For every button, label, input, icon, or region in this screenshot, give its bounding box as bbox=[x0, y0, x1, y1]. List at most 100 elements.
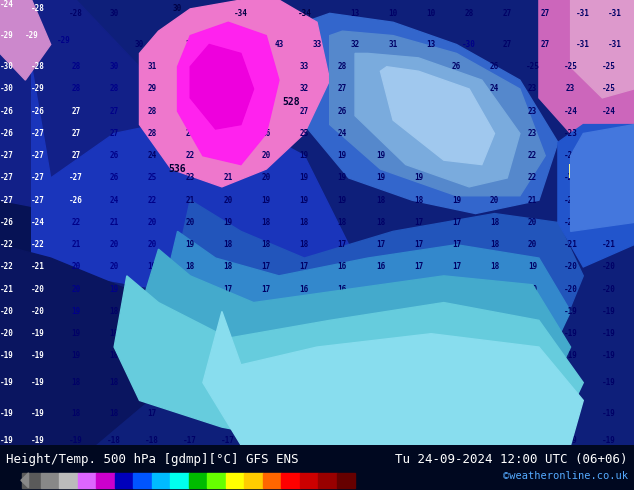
Text: 18: 18 bbox=[72, 378, 81, 387]
Text: 18: 18 bbox=[224, 263, 233, 271]
Polygon shape bbox=[114, 276, 583, 445]
Text: 20: 20 bbox=[110, 240, 119, 249]
Text: 16: 16 bbox=[300, 351, 309, 361]
Text: 20: 20 bbox=[148, 218, 157, 227]
Text: -19: -19 bbox=[31, 329, 45, 338]
Text: 27: 27 bbox=[376, 62, 385, 71]
Text: 22: 22 bbox=[452, 129, 461, 138]
Bar bbox=[244, 473, 262, 488]
Text: ©weatheronline.co.uk: ©weatheronline.co.uk bbox=[503, 471, 628, 481]
Text: 23: 23 bbox=[566, 84, 575, 94]
Text: -19: -19 bbox=[564, 329, 578, 338]
Text: 17: 17 bbox=[300, 263, 309, 271]
Text: 33: 33 bbox=[262, 62, 271, 71]
Text: 15: 15 bbox=[376, 329, 385, 338]
Bar bbox=[77, 473, 96, 488]
Text: 20: 20 bbox=[72, 263, 81, 271]
Text: 18: 18 bbox=[148, 307, 157, 316]
Text: 19: 19 bbox=[338, 173, 347, 182]
Text: -19: -19 bbox=[602, 378, 616, 387]
Polygon shape bbox=[380, 67, 495, 165]
Text: -28: -28 bbox=[31, 4, 45, 13]
Text: 20: 20 bbox=[148, 240, 157, 249]
Text: 21: 21 bbox=[186, 196, 195, 205]
Bar bbox=[318, 473, 337, 488]
Bar bbox=[207, 473, 226, 488]
Text: 16: 16 bbox=[376, 263, 385, 271]
Text: 30: 30 bbox=[135, 40, 144, 49]
Text: 26: 26 bbox=[490, 62, 499, 71]
Text: -19: -19 bbox=[564, 378, 578, 387]
Text: 17: 17 bbox=[148, 329, 157, 338]
Text: 26: 26 bbox=[110, 173, 119, 182]
Text: 17: 17 bbox=[224, 285, 233, 294]
Text: 16: 16 bbox=[414, 351, 423, 361]
Text: -18: -18 bbox=[488, 436, 501, 445]
Text: -27: -27 bbox=[31, 196, 45, 205]
Text: 30: 30 bbox=[186, 84, 195, 94]
Text: -22: -22 bbox=[31, 240, 45, 249]
Bar bbox=[189, 473, 207, 488]
Text: 21: 21 bbox=[528, 196, 537, 205]
Text: 16: 16 bbox=[224, 409, 233, 418]
Text: 17: 17 bbox=[414, 263, 423, 271]
Bar bbox=[226, 473, 244, 488]
Text: 15: 15 bbox=[376, 307, 385, 316]
Text: -19: -19 bbox=[602, 436, 616, 445]
Polygon shape bbox=[0, 0, 178, 222]
Text: 10: 10 bbox=[389, 9, 398, 18]
Text: 536: 536 bbox=[169, 164, 186, 174]
Text: 24: 24 bbox=[110, 196, 119, 205]
Text: 19: 19 bbox=[72, 351, 81, 361]
Text: 17: 17 bbox=[452, 378, 461, 387]
Bar bbox=[170, 473, 189, 488]
Text: 17: 17 bbox=[414, 240, 423, 249]
Text: 10: 10 bbox=[427, 9, 436, 18]
Text: 22: 22 bbox=[490, 151, 499, 160]
Text: -20: -20 bbox=[31, 307, 45, 316]
Text: -19: -19 bbox=[0, 409, 13, 418]
Text: 31: 31 bbox=[148, 62, 157, 71]
Text: 19: 19 bbox=[528, 329, 537, 338]
Text: 32: 32 bbox=[236, 40, 245, 49]
Text: 16: 16 bbox=[414, 307, 423, 316]
Text: -19: -19 bbox=[69, 436, 83, 445]
Text: -20: -20 bbox=[564, 285, 578, 294]
Text: 18: 18 bbox=[300, 240, 309, 249]
Text: 18: 18 bbox=[490, 351, 499, 361]
Text: -19: -19 bbox=[564, 351, 578, 361]
Text: 21: 21 bbox=[224, 151, 233, 160]
Text: 31: 31 bbox=[389, 40, 398, 49]
Text: 22: 22 bbox=[72, 218, 81, 227]
Polygon shape bbox=[0, 245, 158, 445]
Text: 27: 27 bbox=[110, 129, 119, 138]
Text: -24: -24 bbox=[564, 107, 578, 116]
Text: 19: 19 bbox=[300, 196, 309, 205]
Text: 18: 18 bbox=[376, 196, 385, 205]
Text: 22: 22 bbox=[528, 173, 537, 182]
Text: 16: 16 bbox=[300, 378, 309, 387]
Text: 28: 28 bbox=[148, 107, 157, 116]
Text: -31: -31 bbox=[576, 40, 590, 49]
Polygon shape bbox=[0, 0, 76, 445]
Bar bbox=[41, 473, 59, 488]
Text: -26: -26 bbox=[0, 218, 13, 227]
Text: 16: 16 bbox=[224, 307, 233, 316]
Text: 24: 24 bbox=[148, 151, 157, 160]
Text: 19: 19 bbox=[224, 218, 233, 227]
Text: 13: 13 bbox=[351, 9, 359, 18]
Text: 16: 16 bbox=[414, 409, 423, 418]
Text: 15: 15 bbox=[338, 329, 347, 338]
Text: 26: 26 bbox=[414, 84, 423, 94]
Text: -17: -17 bbox=[411, 436, 425, 445]
Text: 18: 18 bbox=[376, 218, 385, 227]
Text: -22: -22 bbox=[564, 173, 578, 182]
Text: 21: 21 bbox=[72, 240, 81, 249]
Text: 21: 21 bbox=[110, 218, 119, 227]
Text: 20: 20 bbox=[490, 196, 499, 205]
Text: 19: 19 bbox=[376, 173, 385, 182]
Text: 18: 18 bbox=[490, 329, 499, 338]
Text: 17: 17 bbox=[452, 285, 461, 294]
Text: -19: -19 bbox=[526, 409, 540, 418]
Text: 25: 25 bbox=[376, 107, 385, 116]
